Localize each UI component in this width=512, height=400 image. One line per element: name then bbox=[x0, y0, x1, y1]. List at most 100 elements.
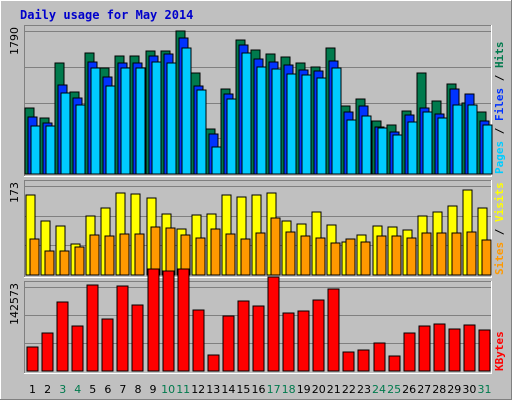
x-tick-label-day-14: 14 bbox=[221, 383, 235, 396]
bar-pages-day-18 bbox=[286, 73, 297, 175]
bar-pages-day-19 bbox=[301, 74, 312, 175]
bar-kbytes-day-3 bbox=[56, 301, 69, 372]
bar-sites-day-3 bbox=[59, 250, 70, 276]
legend-entry-hits: Hits bbox=[493, 42, 506, 69]
bar-sites-day-9 bbox=[150, 226, 161, 276]
bar-pages-day-13 bbox=[211, 146, 222, 175]
bar-pages-day-9 bbox=[151, 61, 162, 175]
bar-pages-day-14 bbox=[226, 98, 237, 175]
bar-kbytes-day-24 bbox=[373, 342, 386, 372]
legend: KBytes bbox=[493, 331, 506, 371]
bar-kbytes-day-14 bbox=[222, 315, 235, 372]
legend-entry-visits: Visits bbox=[493, 182, 506, 222]
bar-sites-day-20 bbox=[315, 237, 326, 276]
bar-pages-day-29 bbox=[452, 104, 463, 175]
bar-sites-day-26 bbox=[406, 237, 417, 276]
bar-pages-day-25 bbox=[392, 134, 403, 175]
x-tick-label-day-9: 9 bbox=[150, 383, 157, 396]
x-tick-label-day-25: 25 bbox=[387, 383, 401, 396]
bar-kbytes-day-5 bbox=[86, 284, 99, 372]
x-tick-label-day-29: 29 bbox=[447, 383, 461, 396]
bar-pages-day-12 bbox=[196, 89, 207, 175]
chart-title: Daily usage for May 2014 bbox=[20, 8, 193, 22]
legend-separator: / bbox=[493, 222, 506, 242]
bar-pages-day-1 bbox=[30, 125, 41, 175]
legend-separator: / bbox=[493, 68, 506, 88]
bar-kbytes-day-17 bbox=[267, 276, 280, 372]
x-tick-label-day-27: 27 bbox=[417, 383, 431, 396]
x-tick-label-day-3: 3 bbox=[59, 383, 66, 396]
bar-sites-day-23 bbox=[360, 241, 371, 276]
panel-visits-sites: 173 Sites / Visits bbox=[8, 180, 506, 278]
bar-kbytes-day-31 bbox=[478, 329, 491, 372]
bar-sites-day-30 bbox=[466, 231, 477, 276]
bar-pages-day-30 bbox=[467, 104, 478, 175]
bar-pages-day-31 bbox=[482, 124, 493, 175]
bar-kbytes-day-8 bbox=[131, 304, 144, 372]
x-tick-label-day-17: 17 bbox=[267, 383, 281, 396]
y-max-label: 1790 bbox=[8, 27, 21, 55]
bar-sites-day-19 bbox=[300, 235, 311, 276]
bar-kbytes-day-13 bbox=[207, 354, 220, 372]
bar-sites-day-16 bbox=[255, 232, 266, 276]
bar-kbytes-day-9 bbox=[147, 268, 160, 372]
bar-sites-day-17 bbox=[270, 217, 281, 276]
bar-pages-day-21 bbox=[331, 67, 342, 175]
bar-pages-day-8 bbox=[135, 67, 146, 175]
bar-kbytes-day-6 bbox=[101, 318, 114, 372]
bar-pages-day-4 bbox=[75, 104, 86, 175]
bar-pages-day-28 bbox=[437, 117, 448, 175]
x-tick-label-day-18: 18 bbox=[282, 383, 296, 396]
x-tick-label-day-19: 19 bbox=[297, 383, 311, 396]
legend-entry-sites: Sites bbox=[493, 242, 506, 275]
x-tick-label-day-31: 31 bbox=[478, 383, 492, 396]
y-max-label: 142573 bbox=[8, 283, 21, 325]
x-tick-label-day-28: 28 bbox=[432, 383, 446, 396]
bar-pages-day-6 bbox=[105, 85, 116, 175]
chart-panels: 1790 Pages / Files / Hits 173 Sites / Visit… bbox=[8, 25, 506, 374]
bar-pages-day-11 bbox=[181, 47, 192, 175]
bar-sites-day-31 bbox=[481, 239, 492, 276]
bar-kbytes-day-10 bbox=[162, 270, 175, 372]
bar-pages-day-22 bbox=[346, 119, 357, 175]
bar-sites-day-18 bbox=[285, 231, 296, 276]
legend-entry-kbytes: KBytes bbox=[493, 331, 506, 371]
x-tick-label-day-30: 30 bbox=[462, 383, 476, 396]
x-tick-label-day-10: 10 bbox=[161, 383, 175, 396]
bar-pages-day-3 bbox=[60, 92, 71, 175]
y-max-label: 173 bbox=[8, 182, 21, 203]
bar-kbytes-day-16 bbox=[252, 305, 265, 372]
bar-sites-day-15 bbox=[240, 238, 251, 276]
bar-kbytes-day-18 bbox=[282, 312, 295, 372]
bar-sites-day-13 bbox=[210, 228, 221, 276]
bar-kbytes-day-15 bbox=[237, 300, 250, 372]
legend-entry-pages: Pages bbox=[493, 141, 506, 174]
bar-kbytes-day-27 bbox=[418, 325, 431, 372]
bar-sites-day-6 bbox=[104, 235, 115, 276]
bar-sites-day-5 bbox=[89, 234, 100, 276]
bar-sites-day-4 bbox=[74, 246, 85, 276]
x-tick-label-day-7: 7 bbox=[119, 383, 126, 396]
x-tick-label-day-16: 16 bbox=[252, 383, 266, 396]
x-axis-day-labels: 1 2 3 4 5 6 7 8 9 10 11 12 13 14 15 16 17 18 19 20 21 22 23 24 2… bbox=[29, 383, 492, 396]
bar-kbytes-day-23 bbox=[357, 349, 370, 372]
x-tick-label-day-21: 21 bbox=[327, 383, 341, 396]
bar-kbytes-day-25 bbox=[388, 355, 401, 372]
x-tick-label-day-15: 15 bbox=[236, 383, 250, 396]
bar-pages-day-17 bbox=[271, 68, 282, 175]
x-tick-label-day-8: 8 bbox=[135, 383, 142, 396]
x-tick-label-day-4: 4 bbox=[74, 383, 81, 396]
bar-pages-day-27 bbox=[422, 111, 433, 175]
panel-hits-files-pages: 1790 Pages / Files / Hits bbox=[8, 25, 506, 177]
legend-entry-files: Files bbox=[493, 88, 506, 121]
x-tick-label-day-23: 23 bbox=[357, 383, 371, 396]
bar-kbytes-day-21 bbox=[327, 288, 340, 372]
bar-kbytes-day-22 bbox=[342, 351, 355, 372]
x-tick-label-day-2: 2 bbox=[44, 383, 51, 396]
bar-kbytes-day-19 bbox=[297, 310, 310, 372]
bar-kbytes-day-30 bbox=[463, 324, 476, 372]
bar-pages-day-7 bbox=[120, 67, 131, 175]
bar-sites-day-24 bbox=[376, 235, 387, 276]
x-tick-label-day-24: 24 bbox=[372, 383, 386, 396]
